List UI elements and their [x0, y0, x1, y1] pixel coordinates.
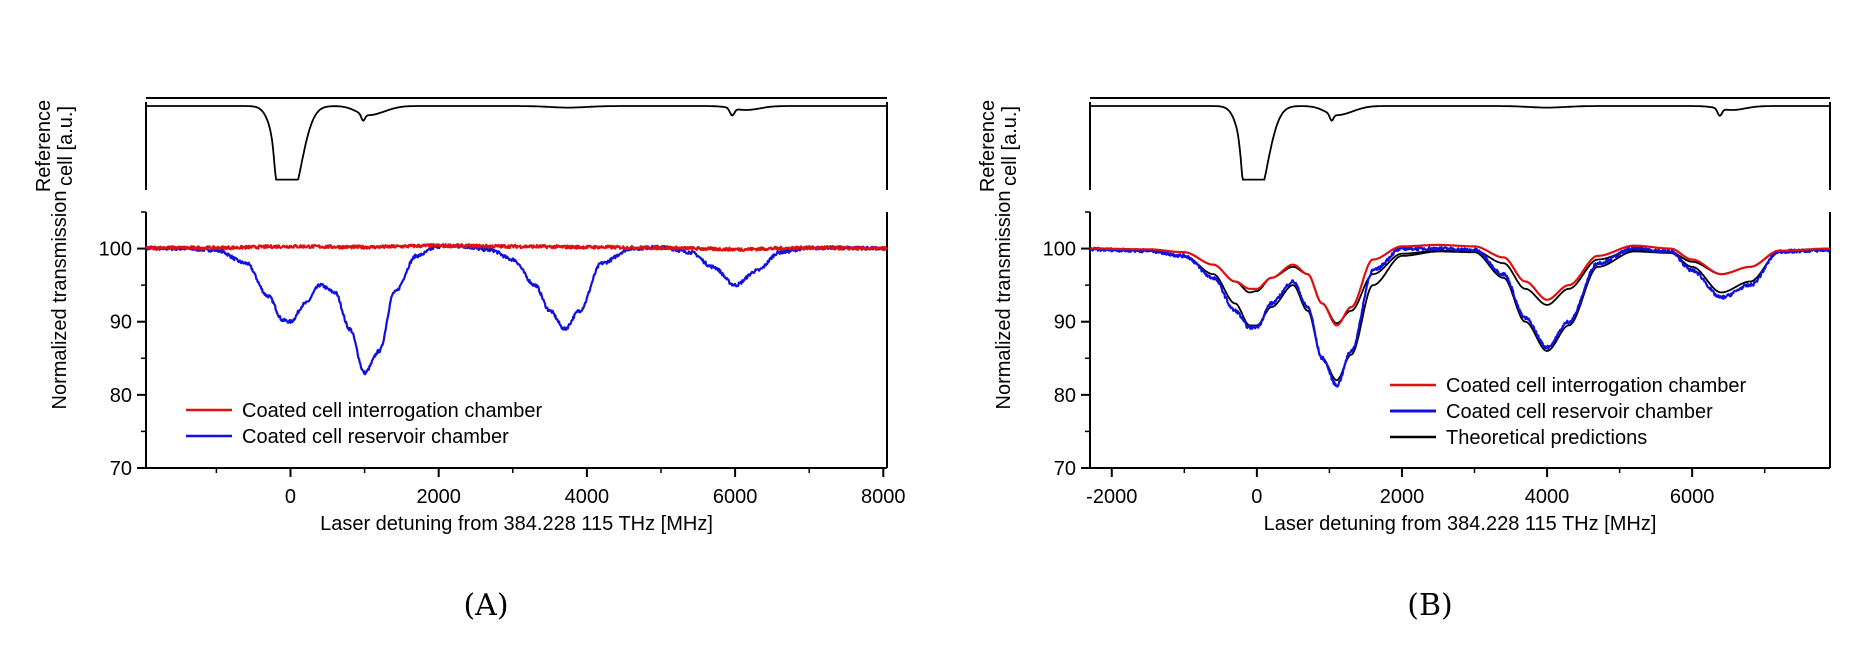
legend-label: Coated cell reservoir chamber [242, 426, 509, 448]
y-tick-label: 80 [1054, 385, 1076, 407]
x-tick-label: 6000 [1670, 486, 1715, 508]
x-tick-label: 0 [1251, 486, 1262, 508]
reference-signal-line [146, 105, 887, 181]
x-tick-label: 8000 [861, 486, 906, 508]
y-axis-label: Normalized transmission [49, 191, 71, 410]
y-tick-label: 100 [99, 239, 132, 261]
y-tick-label: 70 [110, 458, 132, 480]
x-tick-label: 4000 [565, 486, 610, 508]
y-tick-label: 80 [110, 385, 132, 407]
chart-panel-b: Referencecell [a.u.] 70 80 90 100 -2000 0 2000 4… [977, 97, 1831, 623]
x-tick-label: -2000 [1086, 486, 1137, 508]
legend-label: Coated cell interrogation chamber [242, 400, 543, 422]
x-tick-label: 2000 [416, 486, 461, 508]
x-tick-label: 0 [285, 486, 296, 508]
panel-caption: (B) [1407, 588, 1452, 623]
x-axis-label: Laser detuning from 384.228 115 THz [MHz… [320, 513, 713, 535]
chart-panel-a: Referencecell [a.u.] 70 80 90 100 0 2000 4000 60… [33, 97, 906, 623]
x-axis-label: Laser detuning from 384.228 115 THz [MHz… [1264, 513, 1657, 535]
y-tick-label: 100 [1043, 239, 1076, 261]
x-tick-label: 6000 [713, 486, 758, 508]
legend-label: Coated cell reservoir chamber [1446, 401, 1713, 423]
legend-label: Coated cell interrogation chamber [1446, 375, 1747, 397]
x-tick-label: 2000 [1380, 486, 1425, 508]
series-line-coated-cell-interrogation-chamber [1089, 243, 1831, 327]
reference-y-label: Referencecell [a.u.] [33, 100, 77, 192]
legend: Coated cell interrogation chamber Coated … [186, 400, 543, 448]
x-tick-label: 4000 [1525, 486, 1570, 508]
series-line-coated-cell-interrogation-chamber [145, 243, 889, 252]
reference-signal-line [1090, 105, 1830, 181]
series-line-coated-cell-reservoir-chamber [1089, 245, 1831, 388]
y-tick-label: 90 [1054, 312, 1076, 334]
series-line-theory-reservoir [1089, 248, 1831, 382]
series-line-coated-cell-reservoir-chamber [144, 243, 888, 376]
reference-y-label: Referencecell [a.u.] [977, 100, 1021, 192]
y-tick-label: 70 [1054, 458, 1076, 480]
panel-caption: (A) [463, 588, 508, 623]
y-axis-label: Normalized transmission [993, 191, 1015, 410]
legend: Coated cell interrogation chamber Coated … [1390, 375, 1747, 449]
y-tick-label: 90 [110, 312, 132, 334]
legend-label: Theoretical predictions [1446, 427, 1647, 449]
